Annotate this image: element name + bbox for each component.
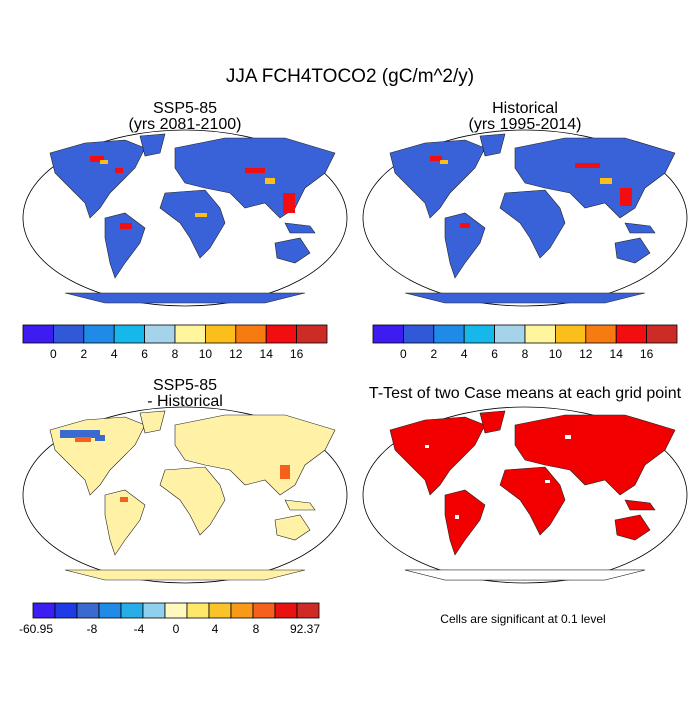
colorbar-box [142,602,166,619]
colorbar-box [186,602,210,619]
colorbar-label: 0 [50,347,57,361]
colorbar-box [230,602,254,619]
colorbar-label: 4 [212,622,219,636]
colorbar-box [174,324,206,344]
colorbar-box [113,324,145,344]
colorbar-box [32,602,56,619]
colorbar-box [252,602,276,619]
colorbar-box [204,324,237,344]
colorbar-box [144,324,176,344]
colorbar-label: -4 [134,622,145,636]
colorbar-box [372,324,404,344]
colorbar-box [463,324,496,344]
colorbar-box [555,324,587,344]
colorbar-label: 14 [610,347,624,361]
colorbar-box [265,324,298,344]
panel-subtitle: - Historical [147,393,223,410]
colorbar-box [524,324,556,344]
colorbar-label: 0 [173,622,180,636]
colorbar-box [585,324,617,344]
colorbar-label: -60.95 [19,622,53,636]
colorbar-box [53,324,85,344]
colorbar-box [296,324,328,344]
panel-title: Historical [492,100,558,117]
colorbar-box [274,602,298,619]
colorbar-label: 4 [461,347,468,361]
panel-title: T-Test of two Case means at each grid po… [369,385,682,402]
colorbar-label: 10 [199,347,213,361]
colorbar-label: 8 [253,622,260,636]
colorbar-label: 14 [260,347,274,361]
colorbar-label: 10 [549,347,563,361]
colorbar-label: 8 [172,347,179,361]
colorbar-box [494,324,526,344]
map [22,129,348,307]
colorbar-box [76,602,100,619]
colorbar-label: 2 [80,347,87,361]
colorbar-box [164,602,188,619]
colorbar-label: 6 [141,347,148,361]
map [362,129,688,307]
colorbar-box [120,602,144,619]
colorbar-label: 0 [400,347,407,361]
map [362,406,688,584]
colorbar-label: 16 [640,347,654,361]
figure-title: JJA FCH4TOCO2 (gC/m^2/y) [226,66,474,87]
colorbar-box [83,324,115,344]
colorbar-box [296,602,320,619]
colorbar-label: 92.37 [290,622,320,636]
panel-subtitle: (yrs 1995-2014) [469,116,582,133]
colorbar-label: 12 [229,347,243,361]
colorbar-label: 8 [522,347,529,361]
colorbar-box [646,324,678,344]
colorbar-box [615,324,648,344]
colorbar-label: 12 [579,347,593,361]
colorbar-label: 6 [491,347,498,361]
colorbar-box [433,324,465,344]
colorbar-label: 2 [430,347,437,361]
panel-title: SSP5-85 [153,377,217,394]
colorbar-box [98,602,122,619]
colorbar-box [22,324,54,344]
colorbar-label: 16 [290,347,304,361]
colorbar-label: -8 [87,622,98,636]
map [22,406,348,584]
colorbar-box [402,324,435,344]
panel-subtitle: (yrs 2081-2100) [129,116,242,133]
colorbar-box [208,602,232,619]
colorbar-label: 4 [111,347,118,361]
panel-title: SSP5-85 [153,100,217,117]
note: Cells are significant at 0.1 level [440,612,605,626]
colorbar-box [54,602,78,619]
colorbar-box [235,324,267,344]
